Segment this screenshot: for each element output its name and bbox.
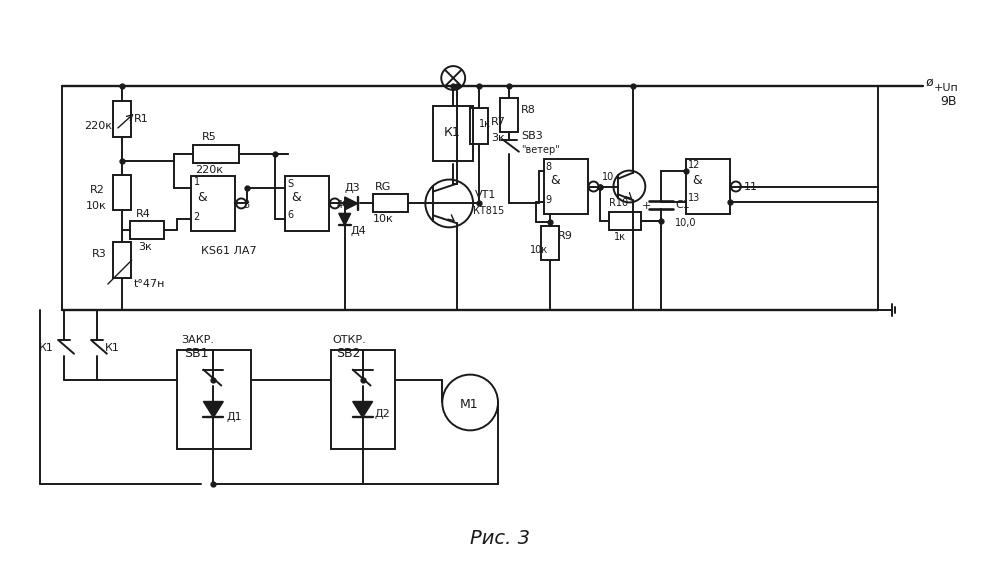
Bar (470, 108, 488, 143)
Text: &: & (197, 191, 207, 204)
Text: 1к: 1к (479, 119, 491, 129)
Bar (193, 145, 239, 163)
Bar (177, 350, 251, 449)
Bar (500, 98, 518, 132)
Bar (373, 195, 408, 212)
Text: 10: 10 (602, 172, 614, 182)
Text: Д2: Д2 (375, 409, 390, 419)
Text: 220к: 220к (195, 165, 223, 175)
Text: S: S (287, 179, 293, 189)
Text: КТ815: КТ815 (473, 206, 504, 216)
Text: R7: R7 (491, 117, 506, 127)
Polygon shape (203, 402, 223, 417)
Text: SB1: SB1 (184, 348, 209, 360)
Text: 4: 4 (337, 201, 343, 211)
Text: 1: 1 (193, 176, 200, 186)
Text: +Uп: +Uп (934, 83, 959, 93)
Text: 11: 11 (744, 182, 758, 192)
Text: R8: R8 (521, 105, 536, 115)
Text: &: & (692, 174, 702, 187)
Text: SB3: SB3 (521, 131, 543, 141)
Text: &: & (291, 191, 301, 204)
Text: SB2: SB2 (336, 348, 360, 360)
Text: R3: R3 (92, 249, 107, 259)
Text: R2: R2 (90, 185, 105, 195)
Text: ø: ø (926, 75, 934, 89)
Text: R1: R1 (134, 114, 148, 124)
Text: 10к: 10к (86, 202, 107, 212)
Text: R4: R4 (136, 209, 151, 219)
Text: 9: 9 (546, 195, 552, 205)
Text: 10к: 10к (530, 245, 548, 255)
Text: R10: R10 (609, 198, 629, 208)
Text: VT1: VT1 (475, 191, 496, 201)
Polygon shape (339, 213, 351, 225)
Bar (113, 242, 131, 278)
Text: 3к: 3к (491, 133, 505, 143)
Bar (130, 221, 164, 239)
Polygon shape (353, 402, 373, 417)
Text: R9: R9 (558, 231, 573, 241)
Bar (609, 212, 641, 230)
Text: 2: 2 (193, 212, 200, 222)
Text: 10,0: 10,0 (675, 218, 697, 228)
Text: 9В: 9В (940, 95, 956, 108)
Bar (285, 176, 329, 231)
Text: R5: R5 (201, 132, 216, 142)
Text: ЗАКР.: ЗАКР. (182, 335, 215, 345)
Text: Д4: Д4 (351, 226, 366, 236)
Text: "ветер": "ветер" (521, 145, 560, 155)
Text: М1: М1 (460, 398, 479, 411)
Text: 6: 6 (287, 211, 293, 220)
Text: КS61 ЛА7: КS61 ЛА7 (201, 246, 257, 256)
Text: 13: 13 (688, 193, 700, 203)
Text: ОТКР.: ОТКР. (333, 335, 367, 345)
Bar (113, 175, 131, 211)
Text: 220к: 220к (84, 121, 112, 131)
Text: C1: C1 (675, 201, 690, 211)
Text: &: & (550, 174, 560, 187)
Text: +: + (641, 202, 651, 212)
Text: 3к: 3к (138, 242, 151, 252)
Text: 10к: 10к (373, 215, 393, 225)
Text: 3: 3 (243, 201, 249, 211)
Text: К1: К1 (443, 126, 460, 139)
Text: 8: 8 (546, 162, 552, 172)
Text: 1к: 1к (613, 232, 625, 242)
Bar (541, 226, 559, 260)
Text: t°47н: t°47н (134, 279, 165, 289)
Polygon shape (345, 197, 358, 210)
Bar (433, 106, 473, 161)
Text: К1: К1 (105, 343, 120, 353)
Bar (331, 350, 395, 449)
Bar (191, 176, 235, 231)
Bar (544, 159, 588, 215)
Text: К1: К1 (39, 343, 54, 353)
Bar (113, 101, 131, 137)
Text: Рис. 3: Рис. 3 (470, 529, 530, 549)
Text: Д1: Д1 (226, 412, 242, 422)
Bar (686, 159, 730, 215)
Text: RG: RG (375, 182, 391, 192)
Text: 12: 12 (688, 159, 700, 169)
Text: Д3: Д3 (345, 182, 360, 192)
